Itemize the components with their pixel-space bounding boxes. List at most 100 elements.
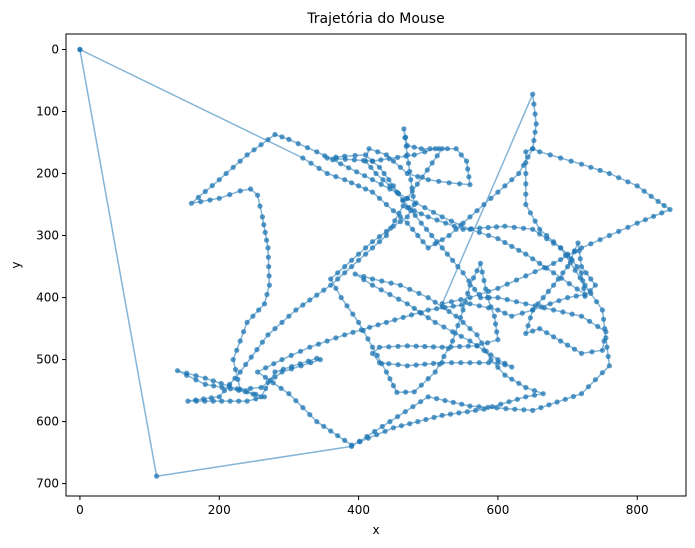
trajectory-point <box>342 332 348 338</box>
trajectory-point <box>409 185 415 191</box>
trajectory-point <box>516 380 522 386</box>
trajectory-point <box>588 164 594 170</box>
trajectory-point <box>531 101 537 107</box>
trajectory-point <box>356 251 362 257</box>
trajectory-point <box>466 278 472 284</box>
trajectory-point <box>237 338 243 344</box>
trajectory-point <box>425 376 431 382</box>
trajectory-point <box>418 382 424 388</box>
trajectory-point <box>378 157 384 163</box>
trajectory-point <box>335 433 341 439</box>
trajectory-point <box>369 177 376 183</box>
trajectory-point <box>425 214 431 220</box>
y-tick-label: 200 <box>36 167 59 181</box>
trajectory-point <box>462 299 468 305</box>
trajectory-point <box>427 146 433 152</box>
trajectory-point <box>394 189 400 195</box>
trajectory-point <box>565 295 571 301</box>
trajectory-point <box>488 352 494 358</box>
trajectory-point <box>424 167 430 173</box>
trajectory-point <box>491 313 497 319</box>
trajectory-point <box>476 229 482 235</box>
trajectory-point <box>465 290 471 296</box>
trajectory-point <box>519 310 525 316</box>
trajectory-point <box>193 373 199 379</box>
trajectory-point <box>531 137 537 144</box>
trajectory-point <box>279 134 285 140</box>
trajectory-point <box>512 406 518 412</box>
y-tick-label: 0 <box>51 43 59 57</box>
trajectory-point <box>597 167 603 173</box>
trajectory-point <box>333 174 339 180</box>
trajectory-point <box>383 152 389 158</box>
trajectory-point <box>439 237 445 243</box>
trajectory-point <box>625 179 631 185</box>
trajectory-point <box>493 224 500 230</box>
trajectory-point <box>369 239 376 245</box>
trajectory-point <box>502 239 508 246</box>
trajectory-point <box>532 269 538 275</box>
trajectory-point <box>383 232 389 239</box>
trajectory-point <box>265 379 271 385</box>
trajectory-point <box>415 419 421 425</box>
trajectory-point <box>659 210 665 216</box>
trajectory-point <box>441 324 447 330</box>
trajectory-point <box>537 326 543 332</box>
trajectory-point <box>429 160 435 166</box>
trajectory-point <box>227 398 233 404</box>
trajectory-point <box>513 299 520 305</box>
trajectory-point <box>485 404 491 410</box>
trajectory-point <box>376 239 383 245</box>
trajectory-point <box>404 220 410 226</box>
trajectory-point <box>523 384 529 391</box>
trajectory-point <box>258 394 264 400</box>
trajectory-point <box>509 313 515 319</box>
trajectory-point <box>395 362 401 368</box>
trajectory-point <box>270 380 276 386</box>
trajectory-point <box>470 275 477 281</box>
trajectory-point <box>436 146 442 152</box>
y-tick-label: 500 <box>36 353 59 367</box>
trajectory-point <box>494 405 500 411</box>
trajectory-point <box>467 295 473 301</box>
trajectory-point <box>375 149 381 155</box>
trajectory-point <box>581 285 587 292</box>
trajectory-point <box>405 160 412 166</box>
trajectory-point <box>349 257 355 263</box>
trajectory-point <box>395 414 401 420</box>
trajectory-point <box>335 270 341 276</box>
trajectory-point <box>369 276 376 282</box>
trajectory-point <box>304 145 311 151</box>
trajectory-point <box>381 170 387 177</box>
trajectory-point <box>568 158 574 164</box>
trajectory-point <box>286 313 292 319</box>
trajectory-point <box>379 423 385 430</box>
trajectory-point <box>661 202 667 209</box>
trajectory-point <box>369 344 376 350</box>
trajectory-point <box>467 338 473 344</box>
trajectory-point <box>342 437 348 443</box>
trajectory-point <box>216 394 222 400</box>
x-tick-label: 600 <box>486 503 509 517</box>
trajectory-point <box>486 288 492 294</box>
trajectory-point <box>486 360 492 366</box>
trajectory-point <box>288 366 295 372</box>
trajectory-point <box>474 343 480 349</box>
trajectory-point <box>258 142 264 148</box>
trajectory-point <box>444 146 450 152</box>
trajectory-point <box>367 324 373 330</box>
trajectory-point <box>261 222 267 228</box>
trajectory-point <box>335 276 341 282</box>
trajectory-point <box>556 298 562 304</box>
axis-ticks: 0 200 400 600 800 0 100 200 300 400 500 600 700 <box>36 43 649 517</box>
trajectory-point <box>404 152 410 158</box>
trajectory-point <box>346 165 352 171</box>
trajectory-point <box>430 209 437 215</box>
trajectory-point <box>525 154 531 160</box>
trajectory-point <box>398 423 405 429</box>
trajectory-point <box>390 425 396 431</box>
trajectory-point <box>503 406 509 412</box>
trajectory-point <box>545 288 552 294</box>
trajectory-point <box>373 170 379 177</box>
